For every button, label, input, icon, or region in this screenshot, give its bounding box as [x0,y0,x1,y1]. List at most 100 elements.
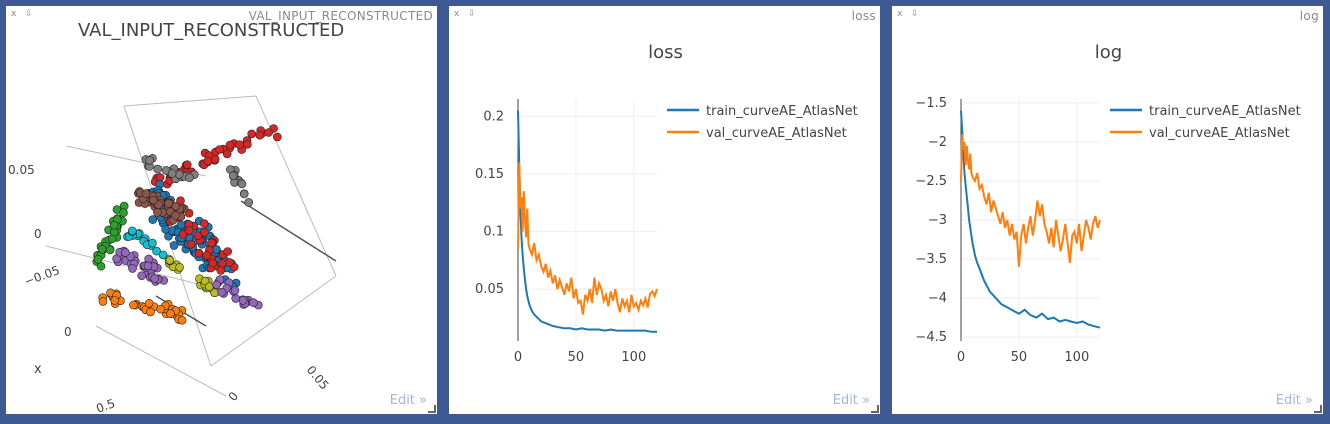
scatter-point [156,304,165,314]
y-tick-label: −4.5 [915,330,947,345]
scatter-point [176,220,186,230]
scatter-points [92,124,282,325]
axis-label: x [34,362,42,377]
x-tick-label: 0 [957,350,965,365]
scatter-point [148,238,157,248]
y-tick-label: 0.1 [483,225,504,240]
pane-val-input-reconstructed: x ⇩ VAL_INPUT_RECONSTRUCTED VAL_INPUT_RE… [6,6,437,414]
pane-window-title: VAL_INPUT_RECONSTRUCTED [248,9,433,23]
pane-titlebar: x ⇩ VAL_INPUT_RECONSTRUCTED [6,6,437,24]
axis-line [255,95,337,277]
scatter-point [228,171,238,181]
legend-label[interactable]: val_curveAE_AtlasNet [706,126,847,141]
series-line-val_curveAE_AtlasNet[interactable] [960,134,1101,267]
close-icon[interactable]: x [454,9,460,19]
x-tick-label: 100 [621,350,646,365]
axis-line-dark [240,200,337,262]
axis-lines [45,95,337,397]
chart-title: VAL_INPUT_RECONSTRUCTED [78,20,344,41]
tick-label: 0.05 [304,363,332,392]
resize-handle[interactable] [1314,405,1322,413]
tick-label: 0 [226,389,242,404]
scatter-point [110,296,120,305]
pane-titlebar: x ⇩ log [892,6,1323,24]
pin-icon[interactable]: ⇩ [468,9,476,19]
axis-line [123,95,257,107]
scatter-point [225,258,234,267]
scatter-point [152,246,161,256]
scatter-point [223,247,232,256]
scatter-point [150,274,159,283]
scatter-point [200,219,209,228]
series-line-val_curveAE_AtlasNet[interactable] [517,162,658,315]
pane-window-title: log [1299,9,1319,23]
scatter-point [161,225,170,234]
log-line-chart[interactable]: log 0 50 100 −4.5 −4 −3.5 −3 −2.5 −2 −1.5 train_cur… [892,6,1323,414]
scatter-point [230,286,240,295]
tick-label: 0 [64,325,72,339]
legend-label[interactable]: train_curveAE_AtlasNet [706,104,858,119]
scatter-point [97,245,107,254]
scatter-point [200,227,209,237]
scatter-point [193,231,203,241]
scatter-point [185,173,194,182]
y-tick-label: 0.15 [475,167,504,182]
scatter-point [128,226,137,236]
axis-line [210,275,337,367]
tick-label: 0 [34,227,42,241]
y-tick-label: −3 [928,213,947,228]
pin-icon[interactable]: ⇩ [911,9,919,19]
series-line-train_curveAE_AtlasNet[interactable] [960,110,1101,329]
scatter-point [177,315,187,325]
scatter-point [249,298,258,308]
scatter-point [129,300,138,310]
edit-link[interactable]: Edit » [1275,393,1313,408]
scatter-point [149,195,158,205]
edit-link[interactable]: Edit » [832,393,870,408]
loss-line-chart[interactable]: loss 0 50 100 0.05 0.1 0.15 0.2 train_curveAE_At… [449,6,880,414]
legend-label[interactable]: train_curveAE_AtlasNet [1149,104,1301,119]
scatter-point [264,128,273,137]
scatter-point [153,164,162,174]
x-tick-label: 0 [514,350,522,365]
edit-link[interactable]: Edit » [389,393,427,408]
scatter-point [215,145,224,154]
scatter-point [203,156,213,166]
scatter-point [239,189,249,199]
scatter-point [216,266,226,275]
scatter-point [121,248,130,257]
scatter-point [235,140,244,149]
scatter-point [110,220,119,230]
close-icon[interactable]: x [11,9,17,19]
scatter-point [128,264,137,273]
axis-line [45,245,207,287]
series-line-train_curveAE_AtlasNet[interactable] [517,110,657,333]
y-tick-label: −2 [928,135,947,150]
y-tick-label: 0.2 [483,109,504,124]
scatter-point [207,238,216,248]
tick-label: 0.05 [8,163,35,177]
scatter-point [137,271,146,281]
scatter-point [153,208,162,217]
scatter-point [158,250,168,260]
scatter-point [217,287,226,297]
scatter-point [210,154,220,164]
pane-loss: x ⇩ loss loss 0 50 100 0.05 0.1 0.15 0.2 train_c… [449,6,880,414]
scatter-point [244,198,253,207]
resize-handle[interactable] [871,405,879,413]
close-icon[interactable]: x [897,9,903,19]
resize-handle[interactable] [428,405,436,413]
scatter3d-plot[interactable]: VAL_INPUT_RECONSTRUCTED 0.05 0 −0.05 0 x… [6,6,437,414]
scatter-point [164,199,173,208]
scatter-point [144,298,154,308]
scatter-point [105,245,115,255]
scatter-point [169,241,179,250]
scatter-point [231,294,240,303]
scatter-point [212,280,221,290]
legend-label[interactable]: val_curveAE_AtlasNet [1149,126,1290,141]
tick-label: 0.5 [94,396,117,414]
scatter-point [167,169,177,178]
scatter-point [238,296,248,305]
pin-icon[interactable]: ⇩ [25,9,33,19]
chart-title: log [1095,42,1122,63]
